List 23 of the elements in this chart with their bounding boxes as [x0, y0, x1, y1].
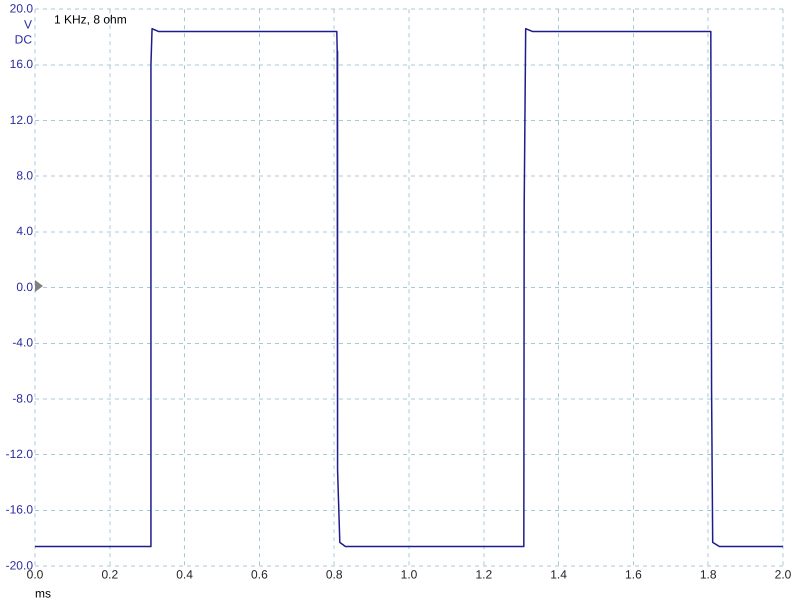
y-tick-label: 16.0 — [10, 57, 34, 72]
y-tick-label: -16.0 — [6, 502, 34, 517]
x-tick-label: 0.6 — [251, 568, 268, 582]
y-tick-label: -4.0 — [12, 336, 34, 350]
y-tick-label: 20.0 — [10, 2, 34, 16]
x-tick-label: 0.4 — [176, 568, 194, 582]
x-tick-label: 0.2 — [101, 568, 118, 582]
x-axis-title: ms — [35, 586, 51, 600]
y-tick-label: -12.0 — [6, 446, 34, 461]
y-axis-title: V DC — [14, 18, 32, 47]
x-tick-label: 1.8 — [700, 568, 717, 582]
y-tick-label: 4.0 — [16, 224, 34, 238]
y-tick-label: 12.0 — [10, 112, 34, 127]
y-tick-label: 0.0 — [16, 280, 34, 294]
x-tick-label: 1.2 — [475, 568, 492, 582]
x-tick-label: 1.4 — [550, 568, 568, 582]
x-tick-label: 0.8 — [326, 568, 343, 582]
y-tick-label: 8.0 — [16, 168, 34, 183]
x-tick-label: 1.6 — [625, 568, 642, 582]
annotation: 1 KHz, 8 ohm — [54, 12, 127, 27]
y-tick-label: -8.0 — [12, 391, 34, 406]
x-tick-label: 1.0 — [400, 568, 418, 582]
x-tick-label: 2.0 — [774, 568, 792, 582]
